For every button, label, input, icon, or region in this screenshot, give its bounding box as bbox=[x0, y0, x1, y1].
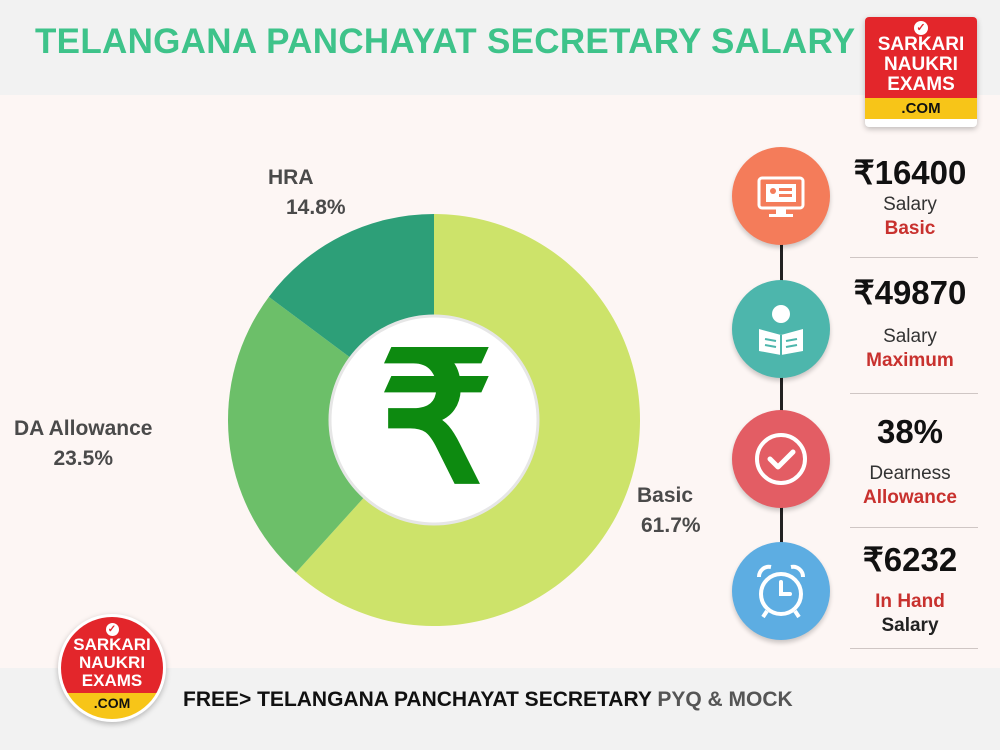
logo-line-3: EXAMS bbox=[887, 73, 955, 95]
stat-caption: Dearness bbox=[869, 463, 951, 484]
footer-bar bbox=[0, 668, 1000, 750]
logo-line-4: .COM bbox=[865, 97, 977, 119]
stat-value: 38% bbox=[876, 413, 944, 450]
stat-caption: Salary bbox=[881, 615, 939, 636]
divider bbox=[850, 257, 978, 258]
logo-line-2: NAUKRI bbox=[78, 652, 146, 672]
stat-caption: Salary bbox=[883, 326, 937, 347]
id-card-monitor-icon bbox=[732, 147, 830, 245]
logo-line-1: SARKARI bbox=[73, 635, 151, 654]
logo-line-3: EXAMS bbox=[81, 670, 143, 690]
slice-label-basic: Basic 61.7% bbox=[637, 481, 701, 541]
slice-value-hra: 14.8% bbox=[286, 196, 346, 219]
slice-name-basic: Basic bbox=[637, 484, 694, 507]
stat-basic-salary: ₹16400 Salary Basic bbox=[840, 153, 980, 241]
footer-link[interactable]: FREE> TELANGANA PANCHAYAT SECRETARY PYQ … bbox=[183, 688, 793, 712]
timeline-connector bbox=[780, 200, 783, 580]
footer-suffix: PYQ & MOCK bbox=[651, 688, 793, 711]
checkmark-badge-icon bbox=[732, 410, 830, 508]
stat-value: ₹6232 bbox=[862, 541, 958, 578]
slice-label-da: DA Allowance 23.5% bbox=[14, 414, 152, 474]
reading-person-icon bbox=[732, 280, 830, 378]
site-logo-footer[interactable]: ✓ SARKARI NAUKRI EXAMS .COM bbox=[58, 614, 166, 722]
stat-caption: Salary bbox=[883, 194, 937, 215]
alarm-clock-icon bbox=[732, 542, 830, 640]
stat-maximum-salary: ₹49870 Salary Maximum bbox=[840, 273, 980, 373]
slice-value-da: 23.5% bbox=[53, 447, 113, 470]
slice-label-hra: HRA 14.8% bbox=[268, 163, 346, 223]
logo-line-1: SARKARI bbox=[877, 34, 965, 55]
check-icon: ✓ bbox=[914, 21, 928, 35]
divider bbox=[850, 527, 978, 528]
site-logo[interactable]: ✓ SARKARI NAUKRI EXAMS .COM bbox=[865, 17, 977, 127]
check-icon: ✓ bbox=[105, 623, 119, 636]
header-bar bbox=[0, 0, 1000, 95]
rupee-center-icon: ₹ bbox=[379, 319, 494, 520]
footer-prefix: FREE> TELANGANA PANCHAYAT SECRETARY bbox=[183, 688, 652, 711]
stat-highlight: Basic bbox=[884, 218, 936, 239]
divider bbox=[850, 648, 978, 649]
stat-value: ₹49870 bbox=[853, 274, 967, 311]
stat-highlight: Maximum bbox=[866, 350, 954, 371]
slice-name-da: DA Allowance bbox=[14, 417, 153, 440]
donut-hole bbox=[328, 314, 540, 526]
stat-highlight: Allowance bbox=[863, 487, 957, 508]
slice-name-hra: HRA bbox=[268, 166, 314, 189]
slice-value-basic: 61.7% bbox=[641, 514, 701, 537]
logo-line-2: NAUKRI bbox=[884, 53, 958, 75]
stat-highlight: In Hand bbox=[875, 591, 945, 612]
stat-value: ₹16400 bbox=[853, 154, 967, 191]
divider bbox=[850, 393, 978, 394]
stat-in-hand-salary: ₹6232 In Hand Salary bbox=[840, 540, 980, 638]
stat-dearness-allowance: 38% Dearness Allowance bbox=[840, 412, 980, 510]
page-title: TELANGANA PANCHAYAT SECRETARY SALARY bbox=[35, 22, 856, 61]
